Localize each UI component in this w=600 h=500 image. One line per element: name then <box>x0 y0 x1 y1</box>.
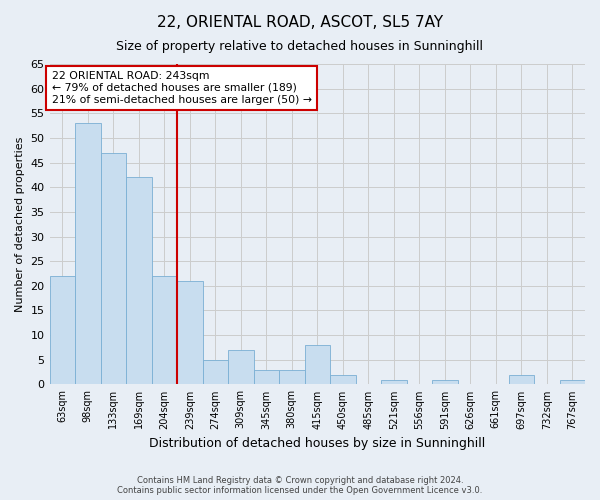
Bar <box>509 374 534 384</box>
Bar <box>305 345 330 385</box>
Bar <box>254 370 279 384</box>
Text: Size of property relative to detached houses in Sunninghill: Size of property relative to detached ho… <box>116 40 484 53</box>
Y-axis label: Number of detached properties: Number of detached properties <box>15 136 25 312</box>
Bar <box>432 380 458 384</box>
Bar <box>75 123 101 384</box>
Bar <box>203 360 228 384</box>
Bar <box>381 380 407 384</box>
X-axis label: Distribution of detached houses by size in Sunninghill: Distribution of detached houses by size … <box>149 437 485 450</box>
Bar <box>330 374 356 384</box>
Bar <box>228 350 254 384</box>
Bar <box>101 152 126 384</box>
Bar <box>177 281 203 384</box>
Bar <box>126 178 152 384</box>
Text: Contains HM Land Registry data © Crown copyright and database right 2024.
Contai: Contains HM Land Registry data © Crown c… <box>118 476 482 495</box>
Text: 22, ORIENTAL ROAD, ASCOT, SL5 7AY: 22, ORIENTAL ROAD, ASCOT, SL5 7AY <box>157 15 443 30</box>
Text: 22 ORIENTAL ROAD: 243sqm
← 79% of detached houses are smaller (189)
21% of semi-: 22 ORIENTAL ROAD: 243sqm ← 79% of detach… <box>52 72 311 104</box>
Bar <box>152 276 177 384</box>
Bar <box>560 380 585 384</box>
Bar <box>279 370 305 384</box>
Bar <box>50 276 75 384</box>
